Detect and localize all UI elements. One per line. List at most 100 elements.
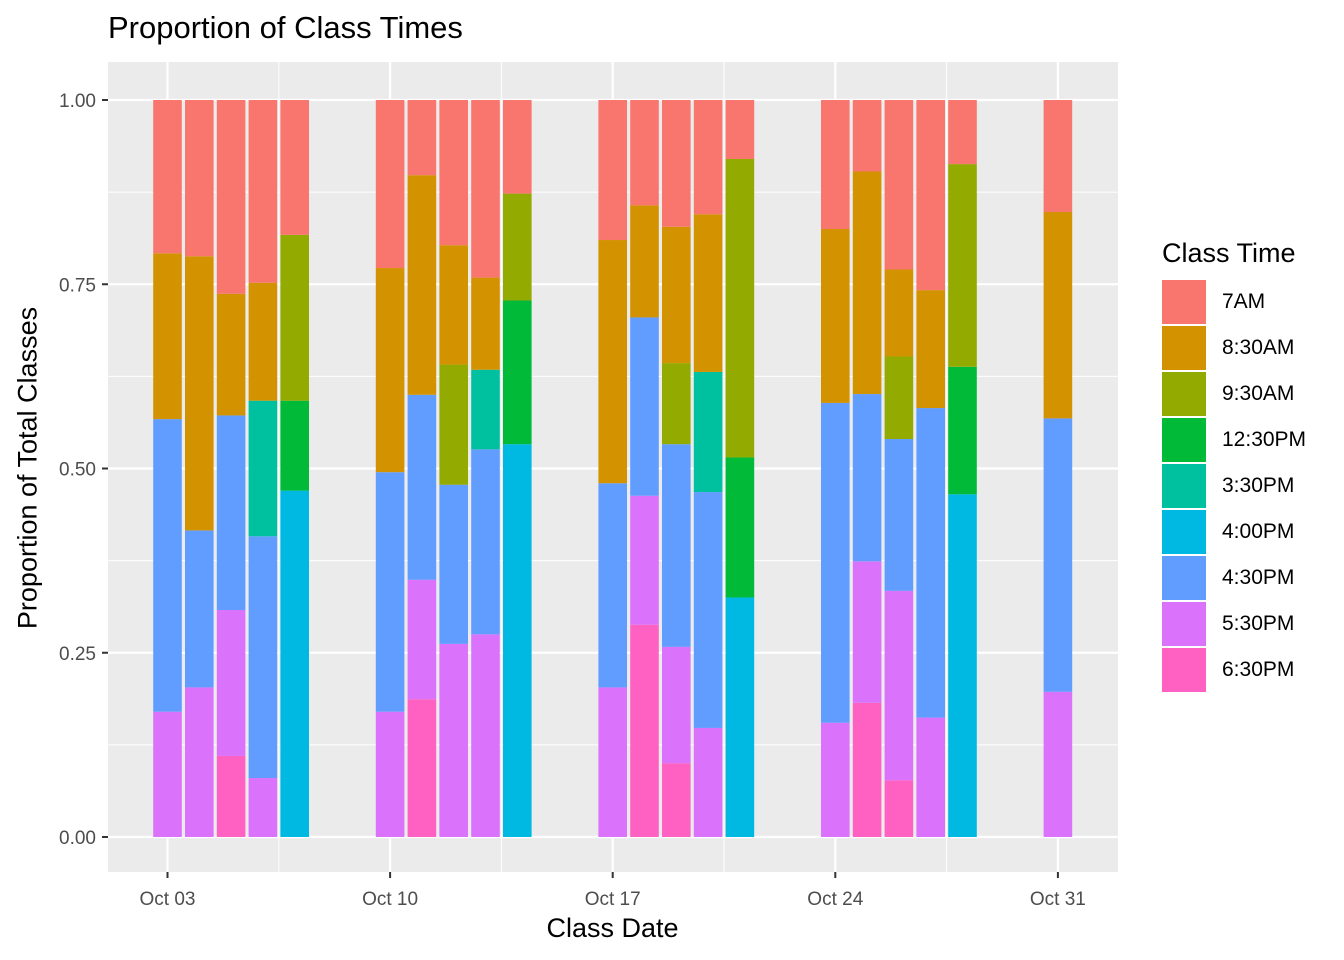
bar-segment-830am [216, 293, 246, 416]
bar-segment-530pm [471, 634, 500, 837]
bar-segment-430pm [821, 402, 850, 723]
bar-segment-530pm [439, 643, 468, 837]
bar-segment-430pm [407, 394, 437, 580]
bar-segment-530pm [216, 610, 246, 756]
bar-segment-630pm [407, 699, 437, 837]
axes: 0.00 0.25 0.50 0.75 1.00 Oct 03 Oct 10 Oct 17 Oc… [59, 91, 1086, 910]
bar-segment-430pm [185, 530, 214, 688]
bar-segment-530pm [248, 778, 278, 837]
legend-item: 7AM [1162, 279, 1306, 325]
bar-segment-530pm [375, 711, 405, 837]
x-tick-label: Oct 10 [362, 889, 418, 910]
bar-segment-630pm [216, 755, 246, 837]
bar-segment-930am [884, 356, 914, 440]
bar-segment-530pm [407, 579, 437, 700]
legend-items: 7AM 8:30AM 9:30AM 12:30PM 3:30PM 4:00PM 4:30PM… [1162, 279, 1306, 693]
bar-segment-830am [598, 240, 627, 484]
legend-color-key [1162, 510, 1206, 554]
bar-segment-830am [916, 290, 945, 409]
bar-segment-830am [375, 268, 405, 473]
bar-segment-400pm [280, 490, 309, 837]
bar-segment-830am [153, 253, 182, 420]
bar-segment-7am [248, 100, 278, 283]
bar-segment-530pm [1043, 691, 1073, 837]
bar-segment-530pm [821, 722, 850, 837]
bar-segment-530pm [884, 590, 914, 781]
bar-segment-7am [1043, 100, 1073, 213]
bar-segment-7am [503, 100, 532, 194]
bar-segment-1230pm [280, 400, 309, 491]
bar-segment-430pm [916, 408, 945, 718]
legend-color-key [1162, 556, 1206, 600]
bar-segment-930am [280, 234, 309, 401]
bar-segment-330pm [248, 400, 278, 537]
bar-segment-7am [471, 100, 500, 278]
y-tick-label: 0.50 [59, 460, 96, 481]
legend-label: 4:00PM [1222, 520, 1295, 543]
bar-segment-430pm [598, 483, 627, 688]
legend-item: 6:30PM [1162, 647, 1306, 693]
bar-segment-7am [852, 100, 882, 172]
legend-item: 3:30PM [1162, 463, 1306, 509]
bar-segment-830am [185, 256, 214, 531]
x-tick-label: Oct 17 [585, 889, 641, 910]
bar-segment-830am [852, 171, 882, 395]
x-axis-label: Class Date [546, 913, 679, 943]
bar-segment-630pm [884, 780, 914, 837]
legend: Class Time 7AM 8:30AM 9:30AM 12:30PM 3:30PM 4… [1162, 238, 1306, 693]
bar-segment-530pm [630, 495, 659, 625]
bar-segment-7am [407, 100, 437, 176]
y-tick-label: 0.00 [59, 828, 96, 849]
bar-segment-7am [280, 100, 309, 235]
bar-segment-930am [725, 158, 755, 458]
y-tick-label: 1.00 [59, 91, 96, 112]
legend-item: 4:30PM [1162, 555, 1306, 601]
bar-segment-930am [662, 363, 691, 445]
legend-item: 8:30AM [1162, 325, 1306, 371]
legend-label: 4:30PM [1222, 566, 1295, 589]
bar-segment-7am [185, 100, 214, 257]
bar-segment-530pm [852, 561, 882, 703]
bar-segment-630pm [630, 624, 659, 837]
bar-segment-1230pm [948, 366, 977, 495]
legend-label: 5:30PM [1222, 612, 1295, 635]
bar-segment-1230pm [503, 300, 532, 445]
bar-segment-530pm [598, 687, 627, 837]
bar-segment-7am [693, 100, 723, 215]
legend-label: 12:30PM [1222, 428, 1307, 451]
bar-segment-430pm [216, 415, 246, 611]
bar-segment-930am [439, 364, 468, 485]
bar-segment-830am [693, 214, 723, 372]
x-tick-label: Oct 31 [1030, 889, 1086, 910]
legend-item: 9:30AM [1162, 371, 1306, 417]
bar-segment-7am [821, 100, 850, 229]
legend-color-key [1162, 602, 1206, 646]
bar-segment-830am [821, 228, 850, 403]
bar-segment-1230pm [725, 457, 755, 598]
bar-segment-7am [153, 100, 182, 254]
bar-segment-630pm [852, 702, 882, 837]
legend-color-key [1162, 326, 1206, 370]
legend-label: 8:30AM [1222, 336, 1295, 359]
legend-color-key [1162, 418, 1206, 462]
bar-segment-430pm [471, 449, 500, 635]
legend-item: 4:00PM [1162, 509, 1306, 555]
legend-label: 9:30AM [1222, 382, 1295, 405]
bar-segment-830am [1043, 212, 1073, 419]
bar-segment-930am [503, 193, 532, 301]
y-tick-label: 0.75 [59, 275, 96, 296]
bar-segment-430pm [1043, 418, 1073, 692]
legend-item: 5:30PM [1162, 601, 1306, 647]
legend-label: 7AM [1222, 290, 1266, 313]
bar-segment-400pm [948, 494, 977, 837]
bar-segment-530pm [185, 687, 214, 837]
legend-label: 3:30PM [1222, 474, 1295, 497]
bar-segment-7am [630, 100, 659, 206]
bar-segment-430pm [630, 317, 659, 496]
legend-color-key [1162, 464, 1206, 508]
bar-segment-830am [471, 277, 500, 370]
bar-segment-400pm [503, 444, 532, 837]
bar-segment-7am [662, 100, 691, 227]
bar-segment-430pm [153, 419, 182, 712]
bar-segment-530pm [662, 646, 691, 764]
